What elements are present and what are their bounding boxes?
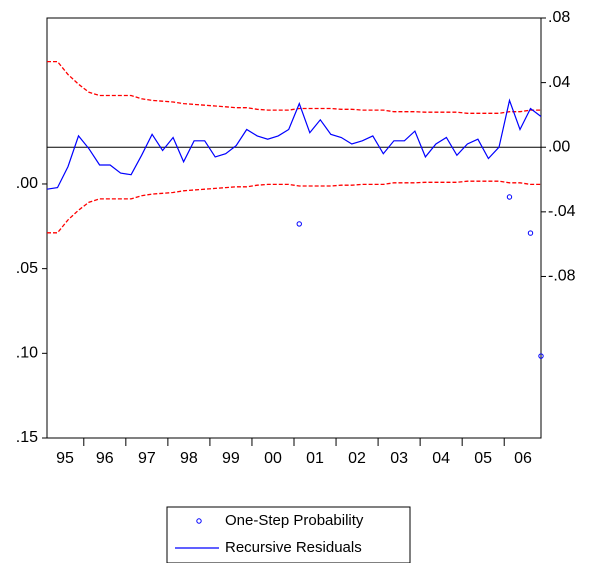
- legend-frame: [166, 506, 411, 563]
- x-tick-label: 01: [306, 450, 324, 467]
- band-upper: [47, 60, 541, 114]
- band-lower: [47, 180, 541, 234]
- y2-tick-label: -.08: [548, 268, 576, 285]
- x-tick-label: 02: [348, 450, 366, 467]
- x-tick-label: 95: [56, 450, 74, 467]
- x-tick-label: 97: [138, 450, 156, 467]
- y-tick-label: .05: [16, 260, 38, 277]
- y-tick-label: .15: [16, 429, 38, 446]
- y2-tick-label: -.04: [548, 203, 576, 220]
- y2-tick-label: .08: [548, 9, 570, 26]
- legend-label: Recursive Residuals: [225, 539, 362, 556]
- x-tick-label: 03: [390, 450, 408, 467]
- x-tick-label: 98: [180, 450, 198, 467]
- x-tick-label: 96: [96, 450, 114, 467]
- y2-tick-label: .04: [548, 74, 570, 91]
- plot-frame: [46, 17, 542, 439]
- x-tick-label: 04: [432, 450, 450, 467]
- legend: One-Step Probability Recursive Residuals: [166, 506, 411, 563]
- x-tick-label: 06: [514, 450, 532, 467]
- probability-point: [506, 194, 513, 200]
- probability-point: [527, 230, 534, 236]
- legend-label: One-Step Probability: [225, 512, 364, 529]
- x-tick-label: 05: [474, 450, 492, 467]
- residual-line: [46, 98, 542, 190]
- x-tick-label: 99: [222, 450, 240, 467]
- y-tick-label: .10: [16, 345, 38, 362]
- probability-point: [538, 353, 544, 359]
- y2-tick-label: .00: [548, 138, 570, 155]
- legend-swatch: [196, 518, 202, 524]
- probability-point: [296, 221, 302, 227]
- x-tick-label: 00: [264, 450, 282, 467]
- y-tick-label: .00: [16, 175, 38, 192]
